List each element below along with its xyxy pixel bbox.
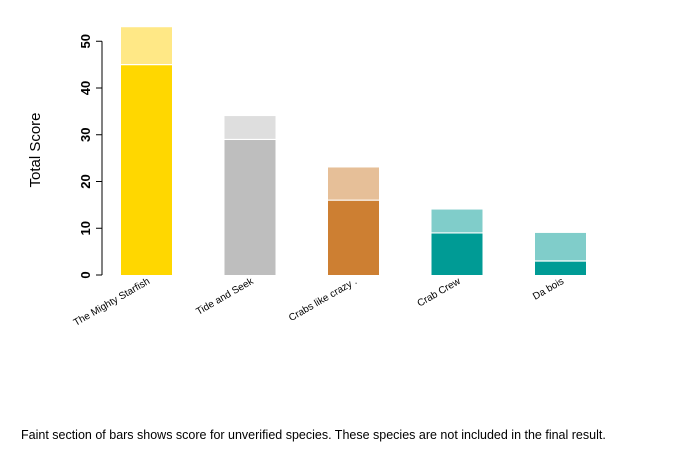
y-axis: 0 10 20 30 40 50 (78, 34, 103, 279)
x-tick-label: Da bois (531, 276, 566, 302)
bar-unverified-4 (535, 232, 586, 261)
bar-unverified-0 (121, 27, 172, 65)
bar-unverified-2 (328, 167, 379, 201)
y-tick-label: 50 (78, 34, 93, 48)
bar-verified-1 (224, 139, 276, 275)
bar-verified-3 (431, 232, 483, 275)
bar-unverified-3 (431, 209, 483, 233)
y-tick-label: 40 (78, 81, 93, 95)
y-axis-title: Total Score (27, 112, 44, 187)
chart-caption: Faint section of bars shows score for un… (21, 428, 606, 442)
x-tick-label: Tide and Seek (194, 276, 256, 318)
bar-unverified-1 (224, 116, 276, 140)
y-tick-label: 20 (78, 174, 93, 188)
x-axis-labels: The Mighty Starfish Tide and Seek Crabs li… (72, 276, 566, 329)
bar-verified-2 (328, 200, 379, 275)
x-tick-label: Crab Crew (416, 276, 464, 310)
score-bar-chart: 0 10 20 30 40 50 The Mighty Starfish Tide and … (27, 27, 586, 329)
bars (121, 27, 586, 275)
y-tick-label: 30 (78, 128, 93, 142)
bar-verified-4 (535, 260, 586, 275)
bar-verified-0 (121, 64, 172, 275)
x-tick-label: The Mighty Starfish (72, 276, 152, 329)
x-tick-label: Crabs like crazy . (287, 276, 359, 324)
y-tick-label: 0 (78, 271, 93, 278)
y-tick-label: 10 (78, 221, 93, 235)
